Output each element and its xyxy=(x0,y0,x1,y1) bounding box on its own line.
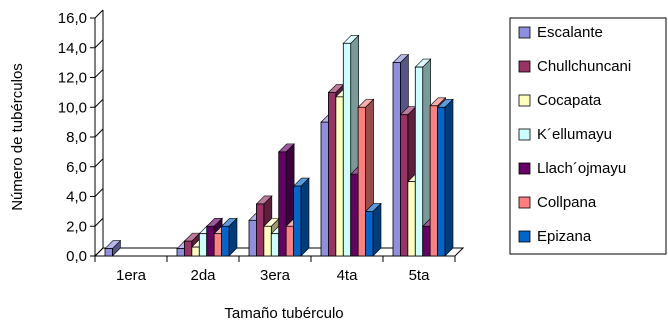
bar-front xyxy=(414,66,424,257)
y-tick-depth xyxy=(94,247,104,257)
y-tick-depth xyxy=(94,188,104,197)
y-tick-depth xyxy=(94,98,104,108)
bar-front xyxy=(392,62,401,257)
y-tick-label: 16,0 xyxy=(58,10,87,27)
plot-area: 0,0 2,0 4,0 6,0 8,0 10,0 12,0 14,0 16,0 1era 2da 3e… xyxy=(58,9,465,284)
bar-front xyxy=(400,114,409,257)
bar-front xyxy=(407,181,416,257)
legend-label: Collpana xyxy=(537,194,597,211)
y-tick-depth xyxy=(94,128,104,138)
bar-front xyxy=(198,233,208,257)
legend-label: Cocapata xyxy=(537,92,602,109)
bar-side xyxy=(372,202,382,257)
legend-swatch xyxy=(518,60,531,73)
legend-swatch xyxy=(518,94,531,107)
bar-front xyxy=(206,225,215,257)
bar xyxy=(364,202,382,257)
y-tick-label: 6,0 xyxy=(66,159,87,176)
y-tick-depth xyxy=(94,217,104,227)
bar-front xyxy=(357,106,366,257)
legend-swatch xyxy=(518,162,531,175)
y-tick-label: 0,0 xyxy=(66,248,87,265)
x-tick-label: 4ta xyxy=(337,267,359,284)
y-tick-label: 14,0 xyxy=(58,40,87,57)
legend: Escalante Chullchuncani Cocapata K´ellumayu… xyxy=(509,17,667,255)
bar-front xyxy=(350,173,359,257)
bar-front xyxy=(176,248,185,257)
bar xyxy=(436,98,454,257)
bar-front xyxy=(270,233,280,257)
y-tick-label: 8,0 xyxy=(66,129,87,146)
bar-front xyxy=(335,96,344,257)
bar-front xyxy=(293,185,302,257)
bar xyxy=(220,217,238,257)
bar-front xyxy=(263,225,272,257)
y-tick-label: 10,0 xyxy=(58,99,87,116)
x-axis-title: Tamaño tubérculo xyxy=(224,305,343,322)
legend-label: Escalante xyxy=(537,24,603,41)
bar-front xyxy=(248,219,257,257)
bar-front xyxy=(422,225,431,257)
y-axis-title: Número de tubérculos xyxy=(9,63,26,211)
bar-side xyxy=(444,98,454,257)
x-tick-label: 2da xyxy=(190,267,216,284)
bar-front xyxy=(256,203,265,257)
bar-side xyxy=(300,177,310,257)
bar-front xyxy=(320,121,329,257)
legend-label: Llach´ojmayu xyxy=(537,160,626,177)
y-tick-depth xyxy=(94,158,104,168)
legend-label: K´ellumayu xyxy=(537,126,612,143)
bar-front xyxy=(437,106,446,257)
bar-front xyxy=(278,151,287,257)
bar-front xyxy=(328,91,337,257)
bar xyxy=(292,177,310,257)
bar-front xyxy=(184,240,193,257)
legend-swatch xyxy=(518,26,531,39)
x-tick-label: 5ta xyxy=(409,267,431,284)
bar-front xyxy=(342,42,352,257)
y-tick-label: 2,0 xyxy=(66,218,87,235)
bar-front xyxy=(429,105,438,257)
x-tick-label: 1era xyxy=(116,267,147,284)
bar-front xyxy=(221,225,230,257)
legend-swatch xyxy=(518,196,531,209)
y-tick-depth xyxy=(94,9,104,19)
legend-swatch xyxy=(518,128,531,141)
legend-label: Epizana xyxy=(537,228,592,245)
bar xyxy=(104,239,122,257)
y-tick-depth xyxy=(94,69,104,78)
y-tick-label: 12,0 xyxy=(58,70,87,87)
legend-frame xyxy=(509,17,667,255)
bar-front xyxy=(104,248,113,257)
legend-swatch xyxy=(518,230,531,243)
bar-front xyxy=(213,233,222,257)
y-tick-depth xyxy=(94,39,104,49)
bar-front xyxy=(191,246,200,257)
x-tick-label: 3era xyxy=(260,267,291,284)
legend-label: Chullchuncani xyxy=(537,58,631,75)
bar-front xyxy=(365,210,374,257)
y-tick-label: 4,0 xyxy=(66,189,87,206)
bar-front xyxy=(285,225,294,257)
